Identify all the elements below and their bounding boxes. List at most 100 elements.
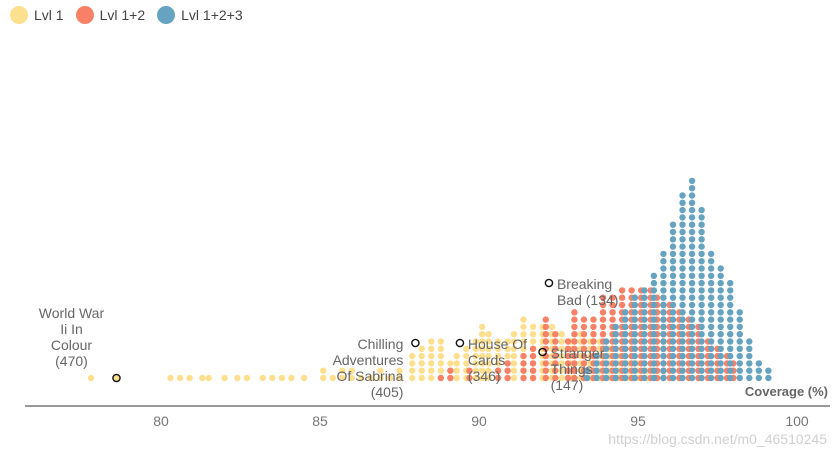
dot-lvl1: [504, 345, 511, 352]
dot-lvl12: [599, 294, 607, 301]
annotation-label: World War Ii In Colour (470): [39, 305, 105, 369]
dot-lvl1: [510, 331, 518, 338]
dot-lvl1: [300, 374, 308, 382]
dot-lvl1: [485, 338, 492, 345]
dot-lvl12: [590, 331, 597, 338]
annotation-line: Of Sabrina: [336, 368, 403, 384]
dot-lvl123: [746, 374, 753, 382]
annotation-line: (346): [468, 368, 501, 384]
dot-lvl123: [631, 352, 639, 360]
dot-lvl1: [472, 345, 480, 352]
dot-lvl1: [437, 352, 445, 360]
annotation-line: Breaking: [557, 276, 612, 292]
dot-lvl12: [599, 323, 607, 331]
dot-lvl123: [669, 287, 677, 294]
dot-lvl123: [622, 309, 629, 316]
dot-lvl12: [571, 360, 578, 367]
dot-lvl123: [698, 287, 705, 294]
dot-lvl123: [698, 243, 705, 250]
dot-lvl123: [688, 338, 696, 345]
dot-lvl123: [650, 352, 658, 360]
dot-lvl1: [478, 360, 486, 367]
dot-lvl123: [641, 309, 648, 316]
dot-lvl123: [717, 331, 724, 338]
dot-lvl123: [727, 323, 734, 331]
dot-lvl123: [669, 258, 677, 265]
dot-lvl123: [688, 301, 696, 309]
dot-lvl12: [552, 360, 559, 367]
dot-lvl123: [707, 316, 715, 323]
dot-lvl1: [221, 374, 228, 382]
dot-lvl123: [603, 352, 610, 360]
dot-lvl123: [746, 367, 753, 374]
dot-lvl12: [529, 352, 537, 360]
dot-lvl123: [603, 367, 610, 374]
dot-lvl1: [339, 374, 346, 382]
dot-lvl123: [631, 316, 639, 323]
dot-lvl1: [510, 360, 518, 367]
dot-lvl1: [510, 345, 518, 352]
dot-lvl12: [590, 323, 597, 331]
dot-lvl123: [669, 323, 677, 331]
dot-lvl123: [707, 360, 715, 367]
dot-lvl1: [520, 338, 527, 345]
dot-lvl12: [552, 338, 559, 345]
legend-label-lvl123: Lvl 1+2+3: [181, 7, 243, 23]
dot-lvl123: [707, 323, 715, 331]
dot-lvl123: [727, 331, 734, 338]
legend-label-lvl1: Lvl 1: [34, 7, 64, 23]
dot-lvl1: [348, 374, 355, 382]
dot-lvl123: [698, 309, 705, 316]
dot-lvl1: [510, 352, 518, 360]
annotation-marker: [112, 373, 121, 383]
annotation-label: Stranger Things (147): [551, 345, 605, 393]
dot-lvl123: [660, 323, 667, 331]
dot-lvl123: [679, 345, 686, 352]
dot-lvl1: [472, 367, 480, 374]
dot-lvl1: [167, 374, 174, 382]
dot-lvl123: [660, 265, 667, 272]
dot-lvl123: [698, 265, 705, 272]
dot-lvl1: [485, 367, 492, 374]
dot-lvl1: [463, 345, 470, 352]
dot-lvl1: [278, 374, 286, 382]
dot-lvl1: [339, 367, 346, 374]
dot-lvl123: [641, 345, 648, 352]
dot-lvl123: [631, 331, 639, 338]
dot-lvl123: [698, 316, 705, 323]
dot-lvl12: [542, 374, 549, 382]
dot-lvl1: [478, 338, 486, 345]
dot-lvl1: [319, 367, 327, 374]
dot-lvl1: [453, 352, 460, 360]
dot-lvl123: [727, 294, 734, 301]
dot-lvl123: [650, 301, 658, 309]
dot-lvl123: [641, 374, 648, 382]
dot-lvl1: [558, 338, 565, 345]
annotation-line: Chilling: [357, 336, 403, 352]
dot-lvl123: [698, 360, 705, 367]
dot-lvl123: [612, 374, 619, 382]
dot-lvl123: [717, 352, 724, 360]
dot-lvl1: [472, 360, 480, 367]
dot-lvl123: [688, 367, 696, 374]
dot-lvl123: [650, 323, 658, 331]
dot-lvl12: [628, 287, 635, 294]
dot-lvl1: [472, 352, 480, 360]
dot-lvl123: [717, 287, 724, 294]
dot-lvl123: [660, 345, 667, 352]
dot-lvl123: [612, 338, 619, 345]
dot-lvl123: [746, 345, 753, 352]
dot-lvl123: [707, 301, 715, 309]
dot-lvl123: [641, 360, 648, 367]
dot-lvl123: [707, 345, 715, 352]
dot-lvl123: [688, 250, 696, 258]
dot-lvl1: [348, 367, 355, 374]
dot-lvl123: [641, 367, 648, 374]
annotation-line: Things: [551, 361, 593, 377]
dot-lvl123: [688, 214, 696, 221]
dot-lvl123: [736, 345, 743, 352]
dot-lvl1: [504, 338, 511, 345]
dot-lvl123: [679, 199, 686, 206]
dot-lvl1: [485, 352, 492, 360]
dot-lvl12: [564, 374, 572, 382]
